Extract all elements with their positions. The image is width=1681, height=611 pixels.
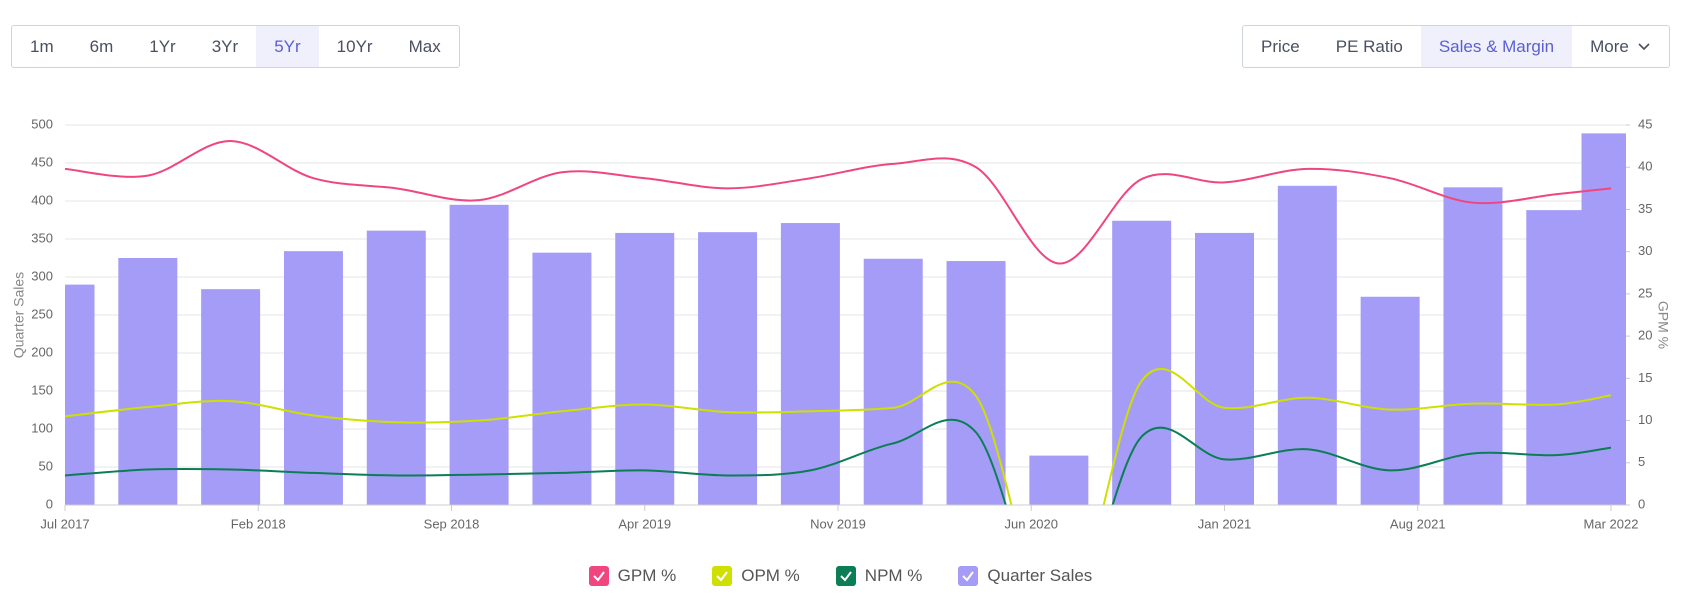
legend: GPM % OPM % NPM % Quarter Sales: [0, 566, 1681, 586]
bar: [1112, 220, 1172, 505]
bar: [780, 223, 840, 505]
button[interactable]: 10Yr: [336, 36, 373, 56]
x-tick-label: Apr 2019: [618, 516, 671, 531]
bar: [1360, 296, 1420, 505]
y-axis-title: Quarter Sales: [11, 272, 27, 358]
bar: [366, 230, 426, 505]
legend-swatch: [958, 566, 979, 586]
y-tick-label: 200: [31, 344, 53, 359]
bar: [615, 232, 675, 505]
button[interactable]: PE Ratio: [1335, 36, 1403, 56]
x-tick-label: Jan 2021: [1198, 516, 1252, 531]
x-tick-label: Sep 2018: [424, 516, 480, 531]
legend-item[interactable]: GPM %: [588, 566, 677, 586]
legend-label: OPM %: [741, 566, 800, 585]
y-tick-label: 0: [46, 496, 53, 511]
legend-item[interactable]: OPM %: [712, 566, 800, 586]
x-tick-label: Jun 2020: [1005, 516, 1059, 531]
view-selector: Price PE Ratio Sales & Margin More: [1242, 25, 1670, 68]
button[interactable]: 3Yr: [211, 36, 239, 56]
y-tick-label: 300: [31, 268, 53, 283]
y2-tick-label: 20: [1638, 328, 1652, 343]
y-tick-label: 350: [31, 230, 53, 245]
bar: [1029, 455, 1089, 505]
button[interactable]: More: [1572, 26, 1669, 67]
y2-tick-label: 35: [1638, 201, 1652, 216]
x-tick-label: Aug 2021: [1390, 516, 1446, 531]
bar: [118, 258, 178, 505]
button[interactable]: Sales & Margin: [1420, 26, 1573, 67]
x-tick-label: Mar 2022: [1584, 516, 1639, 531]
legend-item[interactable]: Quarter Sales: [958, 566, 1092, 586]
legend-label: GPM %: [617, 566, 677, 585]
legend-swatch: [712, 566, 733, 586]
y-tick-label: 50: [39, 458, 53, 473]
y2-tick-label: 10: [1638, 412, 1652, 427]
button[interactable]: 1m: [30, 36, 54, 56]
y-tick-label: 150: [31, 382, 53, 397]
y-tick-label: 100: [31, 420, 53, 435]
button[interactable]: 1Yr: [149, 36, 176, 56]
chevron: [1638, 42, 1650, 50]
legend-item[interactable]: NPM %: [835, 566, 923, 586]
legend-label: Quarter Sales: [987, 566, 1093, 585]
y2-tick-label: 5: [1638, 454, 1645, 469]
button[interactable]: 5Yr: [256, 26, 319, 67]
bar: [449, 204, 509, 505]
button[interactable]: Max: [408, 36, 441, 56]
button[interactable]: 6m: [89, 36, 114, 56]
legend-label: NPM %: [864, 566, 923, 585]
y-tick-label: 500: [31, 116, 53, 131]
bar: [201, 289, 261, 505]
y2-tick-label: 30: [1638, 243, 1652, 258]
legend-swatch: [835, 566, 856, 586]
bar: [698, 232, 758, 505]
range-selector: 1m 6m 1Yr 3Yr 5Yr 10Yr Max: [11, 25, 460, 68]
legend-swatch: [588, 566, 609, 586]
y-tick-label: 450: [31, 154, 53, 169]
bar: [1195, 232, 1254, 505]
bar: [1581, 133, 1626, 505]
bar: [946, 261, 1006, 505]
y-tick-label: 250: [31, 306, 53, 321]
bar: [863, 258, 923, 505]
y2-axis-title: GPM %: [1655, 301, 1671, 349]
bar: [532, 252, 592, 505]
line: [65, 140, 1612, 265]
y2-tick-label: 25: [1638, 285, 1652, 300]
bar: [283, 251, 343, 505]
x-tick-label: Nov 2019: [810, 516, 866, 531]
y2-tick-label: 0: [1638, 496, 1645, 511]
chart: 0 50 100 150 200 250 300 350 400 450 500 0 5 10 15 20 25…: [11, 116, 1672, 531]
line: [65, 367, 1612, 505]
y-tick-label: 400: [31, 192, 53, 207]
y2-tick-label: 45: [1638, 116, 1652, 131]
button[interactable]: Price: [1261, 36, 1300, 56]
y2-tick-label: 40: [1638, 159, 1652, 174]
bar: [1526, 210, 1586, 505]
x-tick-label: Jul 2017: [40, 516, 89, 531]
y2-tick-label: 15: [1638, 370, 1652, 385]
bar: [65, 284, 95, 505]
x-tick-label: Feb 2018: [231, 516, 286, 531]
bar: [1277, 185, 1337, 505]
line: [65, 418, 1612, 505]
